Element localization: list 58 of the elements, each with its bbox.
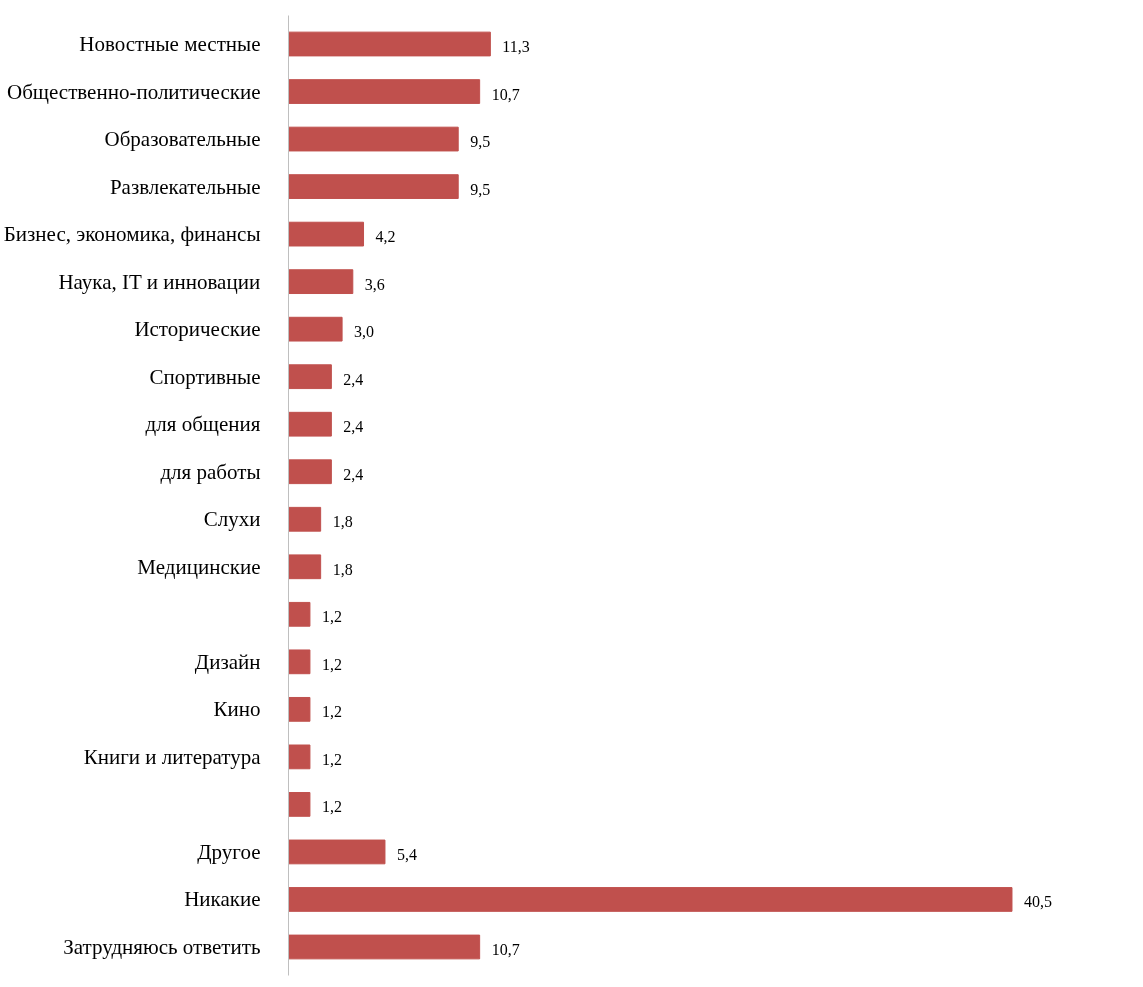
y-tick-label: Бизнес, экономика, финансы xyxy=(3,222,261,247)
y-tick-label: Наука, IT и инновации xyxy=(58,269,261,294)
data-label: 4,2 xyxy=(375,228,396,246)
bar xyxy=(288,744,311,770)
data-label: 1,2 xyxy=(321,655,342,673)
data-label: 3,0 xyxy=(354,323,375,341)
data-label: 2,4 xyxy=(343,465,364,483)
y-tick-label: Затрудняюсь ответить xyxy=(63,934,261,959)
bar xyxy=(288,411,332,437)
y-tick-label: Кино xyxy=(213,697,261,722)
y-tick-label: Спортивные xyxy=(149,364,261,389)
data-label: 40,5 xyxy=(1023,893,1052,911)
bar xyxy=(288,364,332,390)
data-label: 10,7 xyxy=(491,940,520,958)
data-label: 3,6 xyxy=(364,275,385,293)
y-tick-label: Развлекательные xyxy=(109,174,261,199)
bar xyxy=(288,221,365,247)
bar xyxy=(288,126,459,152)
y-tick-label: Образовательные xyxy=(104,127,261,152)
bar xyxy=(288,649,311,675)
y-tick-label: для работы xyxy=(160,459,261,484)
data-label: 1,8 xyxy=(332,560,353,578)
y-tick-label: Дизайн xyxy=(194,649,261,674)
data-label: 2,4 xyxy=(343,370,364,388)
bar xyxy=(288,459,332,485)
bar xyxy=(288,601,311,627)
bar xyxy=(288,887,1013,912)
y-tick-label: для общения xyxy=(145,412,261,437)
data-label: 9,5 xyxy=(470,180,491,198)
bar xyxy=(288,696,311,722)
y-tick-label: Никакие xyxy=(184,887,261,912)
data-label: 1,2 xyxy=(321,798,342,816)
bar xyxy=(288,31,491,57)
data-label: 1,8 xyxy=(332,513,353,531)
data-label: 1,2 xyxy=(321,703,342,721)
bar xyxy=(288,79,481,104)
bar xyxy=(288,506,322,532)
y-tick-label: Общественно-политические xyxy=(6,79,261,104)
data-label: 5,4 xyxy=(396,845,417,863)
data-label: 1,2 xyxy=(321,608,342,626)
data-label: 1,2 xyxy=(321,750,342,768)
bar xyxy=(288,316,343,342)
data-label: 11,3 xyxy=(502,38,530,56)
y-tick-label: Медицинские xyxy=(137,554,261,579)
y-tick-label: Новостные местные xyxy=(79,32,261,57)
data-label: 10,7 xyxy=(491,85,520,103)
bar xyxy=(288,792,311,817)
bar xyxy=(288,269,354,295)
bar xyxy=(288,934,481,960)
data-label: 9,5 xyxy=(470,133,491,151)
data-label: 2,4 xyxy=(343,418,364,436)
y-tick-label: Слухи xyxy=(203,507,261,532)
bar xyxy=(288,174,459,199)
y-tick-label: Другое xyxy=(197,839,261,864)
y-tick-label: Исторические xyxy=(134,317,261,342)
bar xyxy=(288,839,386,865)
y-tick-label: Книги и литература xyxy=(83,744,262,769)
bar xyxy=(288,554,322,580)
